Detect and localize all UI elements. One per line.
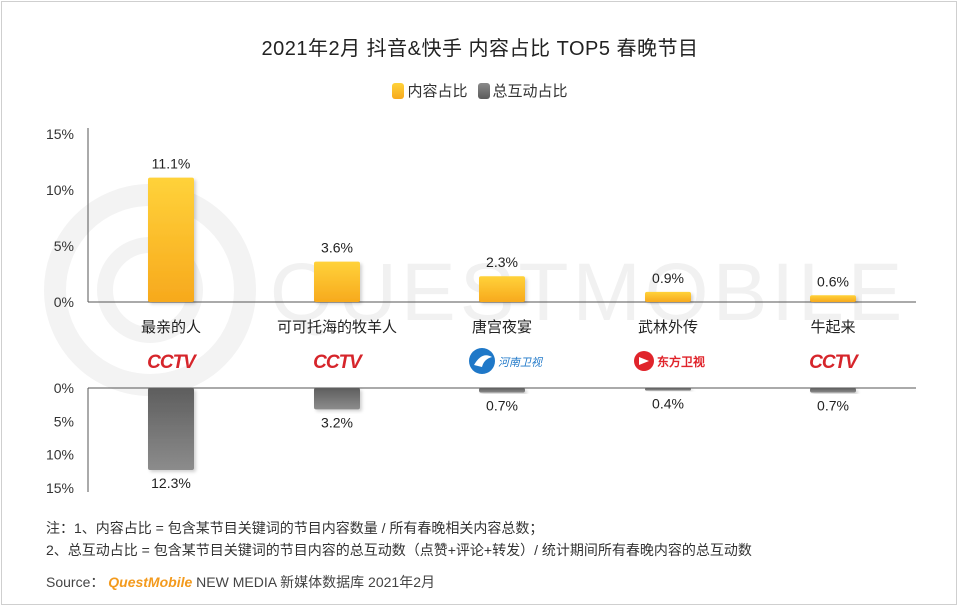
interaction-bar xyxy=(148,388,194,470)
interaction-bar xyxy=(645,388,691,391)
henan-tv-logo: 河南卫视 xyxy=(469,348,544,374)
source-line: Source： QuestMobile NEW MEDIA 新媒体数据库 202… xyxy=(46,572,435,592)
dongfang-tv-emblem-mark xyxy=(639,357,649,365)
note-line-1: 注：1、内容占比 = 包含某节目关键词的节目内容数量 / 所有春晚相关内容总数； xyxy=(46,520,544,536)
legend-item-content: 内容占比 xyxy=(392,80,468,101)
chart-title: 2021年2月 抖音&快手 内容占比 TOP5 春晚节目 xyxy=(261,38,699,60)
legend: 内容占比 总互动占比 xyxy=(0,80,960,101)
source-prefix: Source： xyxy=(46,574,105,590)
cctv-logo-text: CCTV xyxy=(313,352,363,373)
top-y-tick-label: 15% xyxy=(46,126,74,142)
cctv-logo: CCTV xyxy=(809,352,860,373)
bottom-y-tick-label: 0% xyxy=(54,380,74,396)
dongfang-tv-logo: 东方卫视 xyxy=(634,351,705,371)
interaction-bar xyxy=(314,388,360,410)
legend-label-interaction: 总互动占比 xyxy=(492,83,568,100)
legend-label-content: 内容占比 xyxy=(407,83,468,100)
legend-item-interaction: 总互动占比 xyxy=(477,80,568,101)
content-value-label: 3.6% xyxy=(321,240,353,256)
bottom-y-tick-label: 15% xyxy=(46,480,74,496)
interaction-value-label: 0.4% xyxy=(652,396,684,412)
cctv-logo-text: CCTV xyxy=(809,352,859,373)
bottom-y-tick-label: 5% xyxy=(54,413,74,429)
category-label: 可可托海的牧羊人 xyxy=(277,319,397,336)
legend-swatch-content xyxy=(392,82,405,99)
dongfang-tv-logo-text: 东方卫视 xyxy=(657,354,705,369)
source-rest: NEW MEDIA 新媒体数据库 2021年2月 xyxy=(196,574,435,590)
top-y-tick-label: 5% xyxy=(54,238,74,254)
category-label: 最亲的人 xyxy=(141,319,201,336)
interaction-value-label: 0.7% xyxy=(817,398,849,414)
category-label: 唐宫夜宴 xyxy=(472,318,532,336)
content-bar xyxy=(645,291,691,302)
henan-tv-emblem-mark xyxy=(474,355,492,367)
top-y-tick-label: 0% xyxy=(54,294,74,310)
content-value-label: 11.1% xyxy=(152,156,191,172)
content-value-label: 2.3% xyxy=(486,254,518,270)
bottom-y-tick-label: 10% xyxy=(46,447,74,463)
category-label: 牛起来 xyxy=(810,319,855,336)
category-label: 武林外传 xyxy=(638,319,698,336)
source-brand: QuestMobile xyxy=(108,574,193,590)
content-bar xyxy=(314,261,360,302)
interaction-bar xyxy=(479,388,525,393)
interaction-value-label: 12.3% xyxy=(151,475,191,491)
top-y-tick-label: 10% xyxy=(46,182,74,198)
cctv-logo: CCTV xyxy=(147,352,198,373)
henan-tv-logo-text: 河南卫视 xyxy=(498,356,544,369)
interaction-value-label: 0.7% xyxy=(486,398,518,414)
interaction-value-label: 3.2% xyxy=(321,414,353,430)
interaction-bar xyxy=(810,388,856,393)
content-value-label: 0.6% xyxy=(817,273,849,289)
cctv-logo-text: CCTV xyxy=(147,352,197,373)
content-bar xyxy=(479,276,525,302)
cctv-logo: CCTV xyxy=(313,352,364,373)
content-bar xyxy=(148,177,194,302)
content-value-label: 0.9% xyxy=(652,270,684,286)
content-bar xyxy=(810,295,856,302)
note-line-2: 2、总互动占比 = 包含某节目关键词的节目内容的总互动数（点赞+评论+转发）/ … xyxy=(46,542,752,558)
legend-swatch-interaction xyxy=(477,82,490,99)
